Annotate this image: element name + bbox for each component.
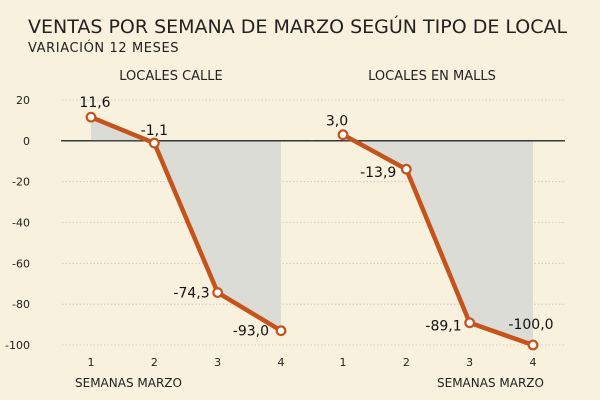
panel-locales-calle: LOCALES CALLE SEMANAS MARZO 1 2 3 4 11,6 -1,1… — [61, 69, 311, 390]
data-label: -93,0 — [233, 324, 269, 340]
x-tick-label: 3 — [466, 356, 473, 369]
chart-title: VENTAS POR SEMANA DE MARZO SEGÚN TIPO DE… — [28, 14, 567, 38]
panel-title: LOCALES CALLE — [119, 69, 223, 84]
x-tick-label: 4 — [278, 356, 285, 369]
area-fill — [91, 117, 281, 331]
data-point — [275, 325, 287, 337]
y-tick-label: -20 — [12, 176, 30, 189]
x-tick-label: 1 — [88, 356, 95, 369]
data-point — [148, 137, 160, 149]
data-point — [527, 339, 539, 351]
panel-title: LOCALES EN MALLS — [368, 69, 496, 84]
series-line — [340, 132, 536, 348]
data-point — [85, 111, 97, 123]
y-tick-label: -100 — [5, 339, 30, 352]
y-tick-label: 20 — [16, 94, 30, 107]
x-tick-label: 4 — [530, 356, 537, 369]
y-tick-label: 0 — [23, 135, 30, 148]
data-label: -13,9 — [360, 165, 396, 181]
x-tick-label: 2 — [151, 356, 158, 369]
area-fill — [343, 134, 533, 345]
x-tick-label: 3 — [214, 356, 221, 369]
series-line — [88, 114, 284, 333]
data-label: -100,0 — [508, 317, 553, 333]
y-tick-label: -80 — [12, 298, 30, 311]
data-label: -1,1 — [141, 123, 168, 139]
data-label: -74,3 — [173, 286, 209, 302]
data-point — [400, 163, 412, 175]
x-axis-label: SEMANAS MARZO — [75, 376, 182, 390]
panel-locales-en-malls: LOCALES EN MALLS SEMANAS MARZO 1 2 3 4 3,0 -1… — [313, 69, 563, 390]
data-label: -89,1 — [425, 319, 461, 335]
x-axis-label: SEMANAS MARZO — [437, 376, 544, 390]
data-label: 3,0 — [326, 114, 348, 130]
chart-subtitle: VARIACIÓN 12 MESES — [28, 40, 179, 56]
x-tick-label: 1 — [340, 356, 347, 369]
data-point — [337, 129, 349, 141]
data-point — [464, 317, 476, 329]
data-point — [212, 287, 224, 298]
data-label: 11,6 — [79, 95, 110, 111]
y-tick-label: -40 — [12, 217, 30, 230]
x-tick-label: 2 — [403, 356, 410, 369]
y-tick-label: -60 — [12, 257, 30, 270]
y-axis: 20 0 -20 -40 -60 -80 -100 — [5, 94, 30, 352]
